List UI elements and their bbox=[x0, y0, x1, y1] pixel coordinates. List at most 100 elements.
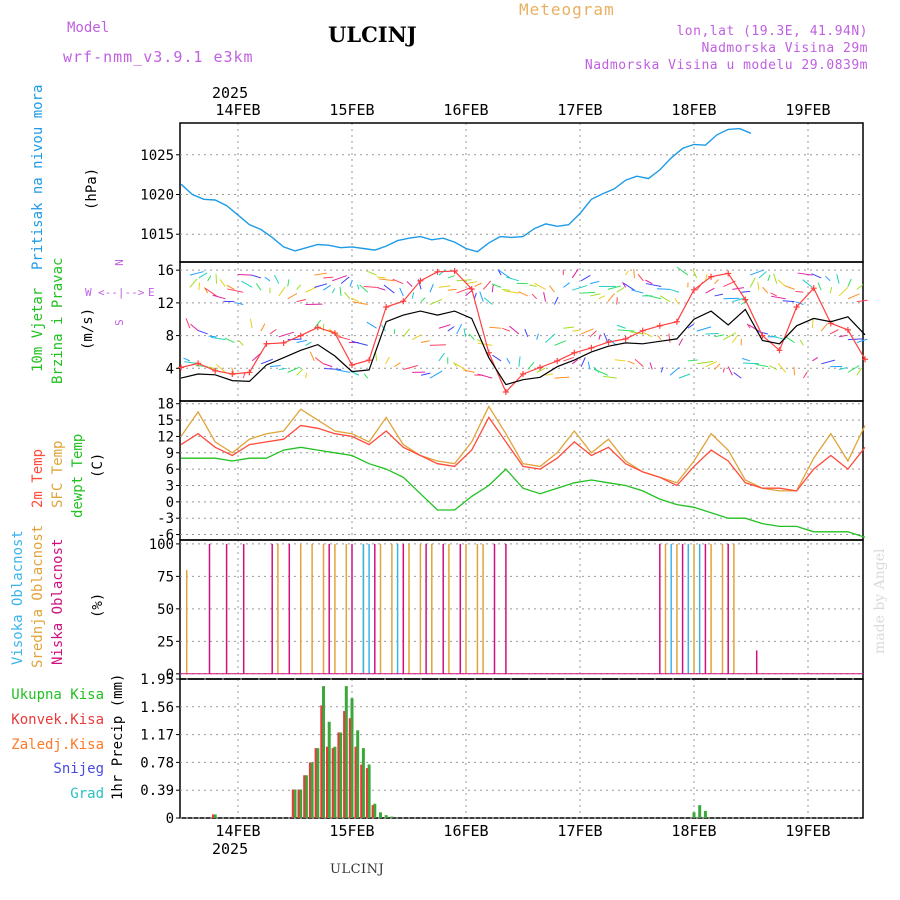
precip-bar-total bbox=[322, 686, 325, 818]
wind-arrow bbox=[224, 337, 235, 343]
wind-arrow bbox=[572, 284, 588, 291]
wind-arrow bbox=[183, 357, 191, 362]
wind-arrow bbox=[571, 268, 579, 279]
product-title: Meteogram bbox=[519, 0, 615, 19]
precip-tick-label: 1.56 bbox=[140, 700, 174, 716]
wind-arrow bbox=[732, 297, 745, 303]
wind-arrow bbox=[402, 328, 411, 338]
wind-arrow bbox=[856, 338, 868, 344]
wind-arrow bbox=[623, 282, 635, 291]
wind-arrow bbox=[598, 295, 606, 300]
wind-arrow bbox=[323, 276, 334, 279]
wind-arrow bbox=[785, 336, 795, 343]
wind-gust-marker bbox=[844, 326, 851, 333]
precip-tick-label: 0 bbox=[166, 811, 174, 827]
wind-gust-marker bbox=[314, 324, 321, 331]
wind-arrow bbox=[785, 285, 795, 290]
wind-arrow bbox=[534, 282, 546, 290]
wind-arrow bbox=[483, 297, 493, 305]
wind-arrow bbox=[212, 294, 226, 300]
wind-arrow bbox=[314, 283, 328, 288]
wind-arrow bbox=[429, 344, 446, 346]
wind-arrow bbox=[793, 366, 796, 376]
wind-gust-marker bbox=[468, 285, 475, 292]
wind-arrow bbox=[453, 361, 458, 367]
precip-bar-total bbox=[350, 698, 354, 818]
precip-bar-total bbox=[333, 746, 337, 818]
wind-arrow bbox=[506, 276, 520, 282]
model-elevation-text: Nadmorska Visina u modelu 29.0839m bbox=[584, 58, 868, 73]
elevation-text: Nadmorska Visina 29m bbox=[701, 41, 868, 56]
wind-arrow bbox=[411, 292, 415, 299]
wind-arrow bbox=[545, 373, 554, 376]
wind-arrow bbox=[479, 291, 484, 302]
wind-gust-marker bbox=[520, 371, 526, 378]
wind-arrow bbox=[603, 333, 609, 343]
date-label-top: 17FEB bbox=[557, 101, 602, 119]
wind-arrow bbox=[633, 268, 635, 278]
wind-gust-marker bbox=[349, 362, 355, 369]
precip-bar-total bbox=[703, 810, 707, 818]
panel-frame-3 bbox=[179, 539, 864, 680]
wind-arrow bbox=[406, 281, 413, 287]
date-label-bottom: 17FEB bbox=[557, 822, 602, 840]
wind-arrow bbox=[571, 359, 579, 365]
cloud-tick-label: 0 bbox=[166, 667, 174, 683]
wind-gust-marker bbox=[434, 268, 441, 275]
wind-gust-marker bbox=[400, 298, 407, 305]
date-label-top: 18FEB bbox=[671, 101, 716, 119]
wind-arrow bbox=[637, 274, 644, 282]
wind-arrow bbox=[287, 279, 290, 287]
wind-arrow bbox=[687, 323, 695, 329]
wind-arrow bbox=[589, 280, 600, 285]
cloud-tick-label: 100 bbox=[149, 537, 174, 553]
model-name: wrf-nmm_v3.9.1 e3km bbox=[63, 48, 254, 66]
wind-arrow bbox=[622, 282, 627, 288]
wind-arrow bbox=[489, 326, 502, 329]
wind-arrow bbox=[491, 283, 502, 288]
compass-east: E bbox=[148, 286, 155, 299]
wind-arrow bbox=[190, 323, 200, 332]
wind-arrow bbox=[322, 284, 331, 291]
temp-tick-label: 15 bbox=[157, 413, 174, 429]
panel-frame-4 bbox=[179, 678, 864, 819]
wind-gust-marker bbox=[725, 270, 732, 277]
compass-arrows: <--|--> bbox=[98, 286, 145, 299]
wind-gust-marker bbox=[212, 367, 219, 374]
wind-arrow bbox=[580, 274, 591, 282]
precip-bar-total bbox=[390, 816, 394, 818]
legend-freezing-rain: Zaledj.Kisa bbox=[11, 737, 104, 753]
wind-tick-label: 12 bbox=[157, 296, 174, 312]
precip-bar-convective bbox=[365, 768, 368, 818]
wind-arrow bbox=[657, 288, 671, 290]
wind-arrow bbox=[473, 292, 477, 299]
wind-gust-marker bbox=[263, 340, 270, 347]
wind-arrow bbox=[705, 361, 718, 368]
wind-tick-label: 4 bbox=[166, 361, 174, 377]
wind-arrow bbox=[351, 340, 368, 346]
precip-bar-total bbox=[304, 775, 308, 818]
pressure-tick-label: 1020 bbox=[140, 187, 174, 203]
wind-arrow bbox=[847, 293, 860, 300]
wind-arrow bbox=[803, 371, 808, 379]
wind-arrow bbox=[340, 276, 350, 285]
wind-arrow bbox=[771, 295, 786, 300]
wind-arrow bbox=[502, 288, 511, 291]
legend-hail: Grad bbox=[70, 786, 104, 802]
sfc-temp-line bbox=[180, 405, 866, 492]
wind-arrow bbox=[492, 354, 502, 362]
wind-gust-marker bbox=[554, 357, 561, 364]
wind-arrow bbox=[264, 276, 271, 282]
wind-arrow bbox=[447, 275, 455, 279]
wind-arrow bbox=[339, 286, 342, 296]
wind-gust-marker bbox=[691, 286, 697, 293]
wind-arrow bbox=[678, 373, 691, 379]
wind-arrow bbox=[524, 329, 529, 337]
wind-arrow bbox=[549, 285, 555, 293]
wind-arrow bbox=[829, 329, 839, 335]
wind-arrow bbox=[645, 279, 653, 285]
pressure-tick-label: 1025 bbox=[140, 148, 174, 164]
wind-arrow bbox=[399, 287, 404, 297]
wind-arrow bbox=[438, 324, 451, 329]
wind-gust-marker bbox=[622, 335, 629, 342]
